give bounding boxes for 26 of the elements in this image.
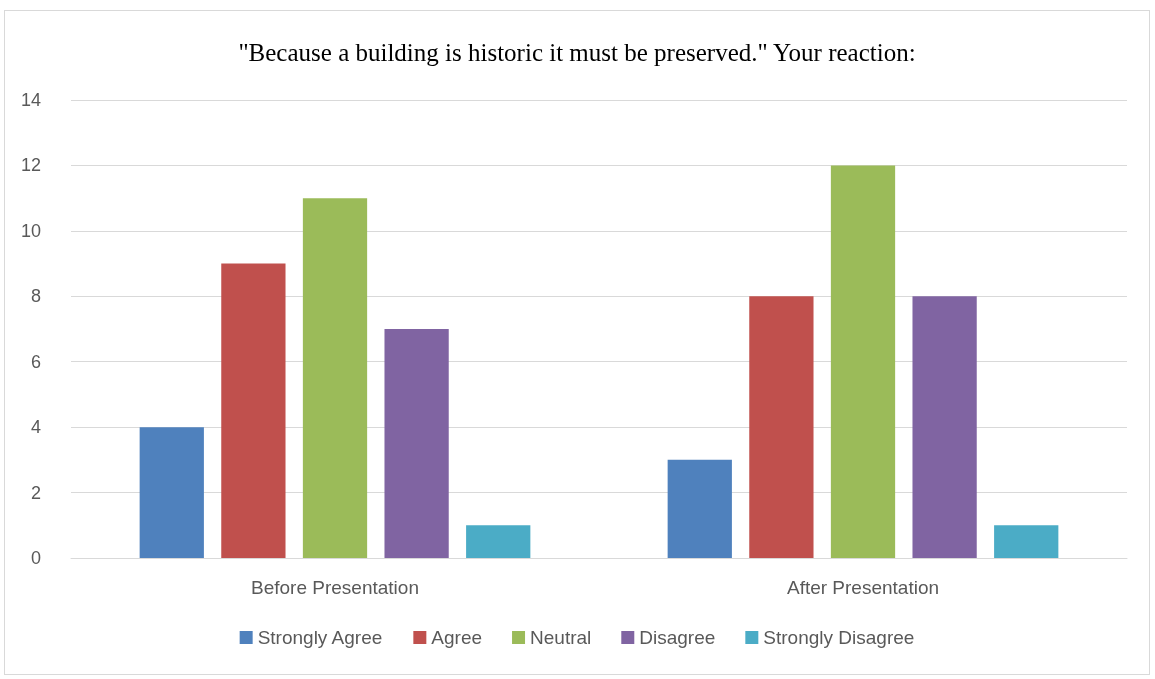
bar xyxy=(749,296,814,558)
bar xyxy=(830,165,896,558)
x-tick-label: After Presentation xyxy=(786,577,940,598)
y-tick-label: 10 xyxy=(20,220,41,241)
bar xyxy=(994,525,1059,558)
legend-label: Neutral xyxy=(530,627,592,648)
bar xyxy=(667,459,732,558)
y-tick-label: 14 xyxy=(20,90,41,110)
legend-label: Strongly Disagree xyxy=(763,627,915,648)
legend-label: Disagree xyxy=(639,627,716,648)
x-tick-label: Before Presentation xyxy=(251,577,419,598)
chart-title: "Because a building is historic it must be preserved." Your reaction: xyxy=(238,39,916,66)
y-tick-label: 4 xyxy=(30,417,41,438)
y-tick-label: 6 xyxy=(30,351,41,372)
legend-label: Strongly Agree xyxy=(257,627,383,648)
y-tick-label: 8 xyxy=(30,286,41,307)
y-tick-label: 2 xyxy=(30,482,41,503)
bar xyxy=(221,263,286,558)
bar xyxy=(302,198,368,558)
y-tick-label: 12 xyxy=(20,155,41,176)
legend-label: Agree xyxy=(431,627,483,648)
y-tick-label: 0 xyxy=(30,548,41,568)
bar xyxy=(466,525,531,558)
bar xyxy=(384,329,449,558)
bar xyxy=(912,296,977,558)
bar xyxy=(139,427,204,558)
